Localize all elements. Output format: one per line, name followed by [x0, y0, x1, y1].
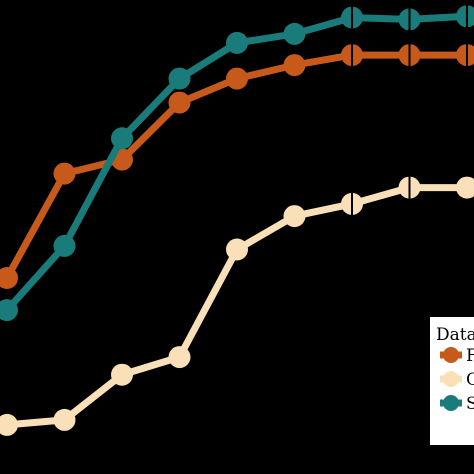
data-point-s — [53, 234, 76, 257]
data-point-f — [0, 267, 18, 289]
data-point-s — [226, 31, 248, 54]
data-point-s — [283, 22, 306, 45]
data-point-s — [111, 127, 133, 150]
legend-items: FCS — [440, 346, 474, 414]
legend-label-c: C — [466, 370, 474, 390]
legend-label-f: F — [466, 346, 474, 366]
data-point-f — [168, 91, 191, 114]
legend-title: Data — [436, 325, 474, 345]
data-point-s — [456, 5, 474, 28]
data-point-f — [283, 54, 306, 77]
data-point-f — [53, 162, 76, 185]
plot-area — [0, 5, 474, 436]
series-line-s — [3, 12, 471, 314]
data-point-c — [111, 363, 133, 386]
legend-label-s: S — [466, 394, 474, 414]
data-point-s — [168, 67, 191, 90]
data-point-c — [226, 238, 248, 261]
data-point-c — [168, 346, 191, 369]
legend-marker-c — [443, 371, 459, 387]
legend-marker-s — [443, 395, 459, 411]
series-s — [0, 5, 474, 322]
data-point-c — [456, 176, 474, 199]
series-c — [0, 176, 474, 436]
data-point-f — [226, 67, 248, 90]
data-point-c — [283, 205, 306, 228]
data-point-s — [0, 299, 18, 322]
legend-marker-f — [443, 347, 459, 363]
data-point-c — [53, 408, 76, 431]
legend: Data FCS — [430, 317, 474, 445]
data-point-f — [456, 44, 474, 67]
data-point-c — [0, 413, 18, 436]
